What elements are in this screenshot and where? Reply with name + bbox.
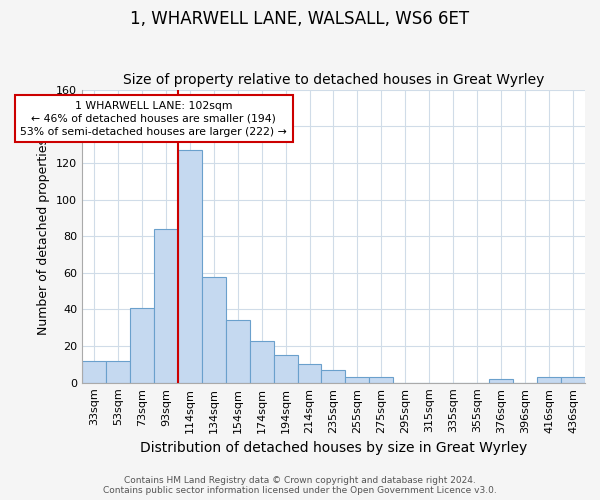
Bar [370,378,394,383]
X-axis label: Distribution of detached houses by size in Great Wyrley: Distribution of detached houses by size … [140,441,527,455]
Text: 1, WHARWELL LANE, WALSALL, WS6 6ET: 1, WHARWELL LANE, WALSALL, WS6 6ET [130,10,470,28]
Bar [226,320,250,383]
Bar [561,378,585,383]
Bar [298,364,322,383]
Bar [250,340,274,383]
Bar [346,378,370,383]
Bar [202,276,226,383]
Bar [130,308,154,383]
Bar [106,361,130,383]
Bar [537,378,561,383]
Title: Size of property relative to detached houses in Great Wyrley: Size of property relative to detached ho… [123,73,544,87]
Text: Contains HM Land Registry data © Crown copyright and database right 2024.
Contai: Contains HM Land Registry data © Crown c… [103,476,497,495]
Bar [489,379,513,383]
Bar [154,229,178,383]
Y-axis label: Number of detached properties: Number of detached properties [37,138,50,334]
Text: 1 WHARWELL LANE: 102sqm
← 46% of detached houses are smaller (194)
53% of semi-d: 1 WHARWELL LANE: 102sqm ← 46% of detache… [20,100,287,137]
Bar [322,370,346,383]
Bar [82,361,106,383]
Bar [274,356,298,383]
Bar [178,150,202,383]
